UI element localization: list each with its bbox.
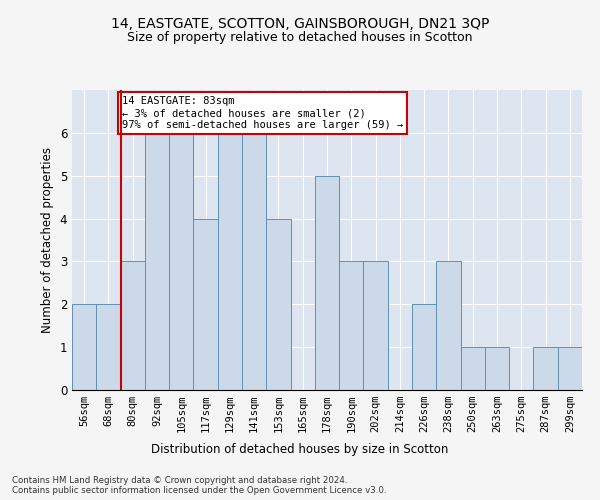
Text: 14 EASTGATE: 83sqm
← 3% of detached houses are smaller (2)
97% of semi-detached : 14 EASTGATE: 83sqm ← 3% of detached hous… (122, 96, 403, 130)
Bar (121, 262, 145, 390)
Bar (169, 133, 193, 390)
Bar (485, 347, 509, 390)
Text: Distribution of detached houses by size in Scotton: Distribution of detached houses by size … (151, 442, 449, 456)
Bar (145, 133, 169, 390)
Bar (558, 347, 582, 390)
Bar (339, 262, 364, 390)
Bar (364, 262, 388, 390)
Y-axis label: Number of detached properties: Number of detached properties (41, 147, 54, 333)
Bar (266, 218, 290, 390)
Bar (72, 304, 96, 390)
Bar (315, 176, 339, 390)
Bar (412, 304, 436, 390)
Text: 14, EASTGATE, SCOTTON, GAINSBOROUGH, DN21 3QP: 14, EASTGATE, SCOTTON, GAINSBOROUGH, DN2… (111, 18, 489, 32)
Bar (218, 133, 242, 390)
Text: Size of property relative to detached houses in Scotton: Size of property relative to detached ho… (127, 31, 473, 44)
Bar (533, 347, 558, 390)
Bar (242, 133, 266, 390)
Bar (461, 347, 485, 390)
Bar (193, 218, 218, 390)
Bar (436, 262, 461, 390)
Bar (96, 304, 121, 390)
Text: Contains HM Land Registry data © Crown copyright and database right 2024.
Contai: Contains HM Land Registry data © Crown c… (12, 476, 386, 495)
